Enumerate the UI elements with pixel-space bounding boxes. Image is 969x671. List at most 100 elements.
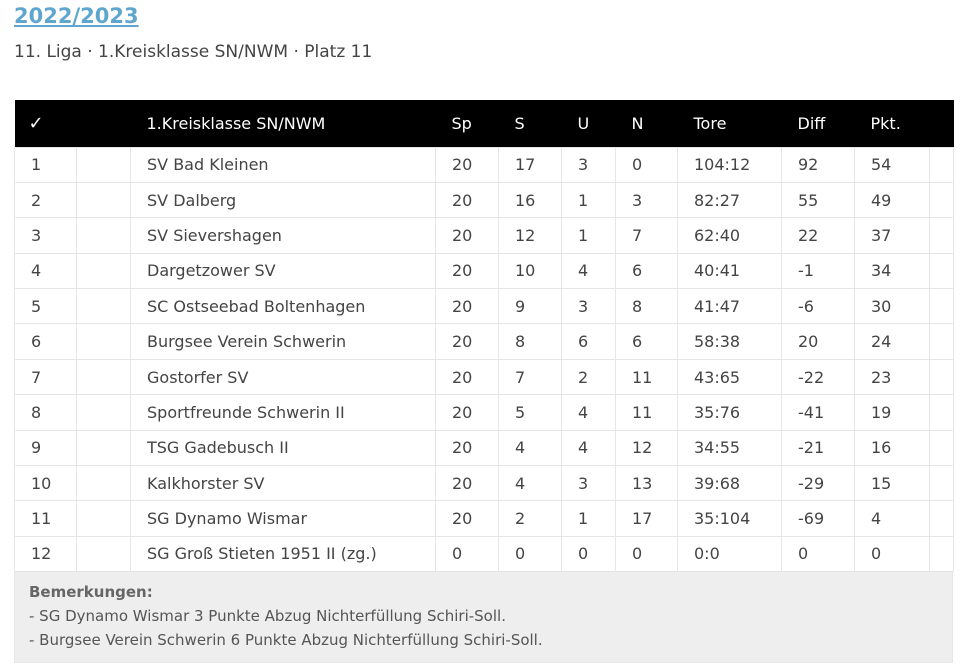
points-cell: 24 <box>854 323 930 360</box>
logo-cell <box>76 429 131 467</box>
goals-cell: 39:68 <box>677 465 782 502</box>
goals-cell: 58:38 <box>677 323 782 360</box>
diff-cell: -1 <box>781 252 855 290</box>
losses-cell: 0 <box>615 146 678 183</box>
diff-cell: 20 <box>781 323 855 360</box>
points-cell: 4 <box>854 500 930 537</box>
logo-cell <box>76 181 131 219</box>
position-cell: 11 <box>14 500 77 537</box>
league-subtitle: 11. Liga · 1.Kreisklasse SN/NWM · Platz … <box>14 42 373 62</box>
points-cell: 16 <box>854 429 930 467</box>
games-cell: 20 <box>435 217 499 254</box>
points-cell: 23 <box>854 358 930 396</box>
header-sp: Sp <box>451 113 472 133</box>
draws-cell: 4 <box>561 429 616 467</box>
team-name-cell: Kalkhorster SV <box>130 465 436 502</box>
logo-cell <box>76 394 131 431</box>
games-cell: 20 <box>435 394 499 431</box>
position-cell: 10 <box>14 465 77 502</box>
table-header-row: ✓ 1.Kreisklasse SN/NWM Sp S U N Tore Dif… <box>14 100 954 147</box>
points-cell: 34 <box>854 252 930 290</box>
position-cell: 2 <box>14 181 77 219</box>
draws-cell: 2 <box>561 358 616 396</box>
diff-cell: 55 <box>781 181 855 219</box>
check-icon: ✓ <box>28 112 44 134</box>
position-cell: 3 <box>14 217 77 254</box>
losses-cell: 6 <box>615 252 678 290</box>
position-cell: 9 <box>14 429 77 467</box>
table-row: 6 Burgsee Verein Schwerin 20 8 6 6 58:38 20 24 <box>14 323 954 360</box>
remark-line: - SG Dynamo Wismar 3 Punkte Abzug Nichte… <box>29 607 506 626</box>
diff-cell: -29 <box>781 465 855 502</box>
remark-line: - Burgsee Verein Schwerin 6 Punkte Abzug… <box>29 631 543 650</box>
points-cell: 37 <box>854 217 930 254</box>
team-name-cell: Dargetzower SV <box>130 252 436 290</box>
extra-cell <box>929 358 954 396</box>
league-table: ✓ 1.Kreisklasse SN/NWM Sp S U N Tore Dif… <box>14 100 954 573</box>
wins-cell: 10 <box>498 252 562 290</box>
games-cell: 20 <box>435 429 499 467</box>
wins-cell: 17 <box>498 146 562 183</box>
header-extra <box>930 100 954 147</box>
games-cell: 20 <box>435 323 499 360</box>
team-name-cell: Gostorfer SV <box>130 358 436 396</box>
table-row: 12 SG Groß Stieten 1951 II (zg.) 0 0 0 0 0:0 0 0 <box>14 535 954 573</box>
logo-cell <box>76 146 131 183</box>
diff-cell: 0 <box>781 535 855 573</box>
team-name-cell: Sportfreunde Schwerin II <box>130 394 436 431</box>
draws-cell: 6 <box>561 323 616 360</box>
team-name-cell: SV Sievershagen <box>130 217 436 254</box>
extra-cell <box>929 535 954 573</box>
header-u: U <box>577 113 590 133</box>
diff-cell: -22 <box>781 358 855 396</box>
table-row: 1 SV Bad Kleinen 20 17 3 0 104:12 92 54 <box>14 146 954 183</box>
wins-cell: 12 <box>498 217 562 254</box>
league-table-container: ✓ 1.Kreisklasse SN/NWM Sp S U N Tore Dif… <box>14 100 954 664</box>
draws-cell: 1 <box>561 181 616 219</box>
draws-cell: 4 <box>561 252 616 290</box>
team-name-cell: TSG Gadebusch II <box>130 429 436 467</box>
goals-cell: 43:65 <box>677 358 782 396</box>
goals-cell: 0:0 <box>677 535 782 573</box>
losses-cell: 13 <box>615 465 678 502</box>
losses-cell: 12 <box>615 429 678 467</box>
table-row: 8 Sportfreunde Schwerin II 20 5 4 11 35:76 -41 1… <box>14 394 954 431</box>
table-row: 7 Gostorfer SV 20 7 2 11 43:65 -22 23 <box>14 358 954 396</box>
wins-cell: 2 <box>498 500 562 537</box>
diff-cell: 92 <box>781 146 855 183</box>
position-cell: 12 <box>14 535 77 573</box>
extra-cell <box>929 217 954 254</box>
position-cell: 7 <box>14 358 77 396</box>
games-cell: 20 <box>435 252 499 290</box>
logo-cell <box>76 535 131 573</box>
wins-cell: 9 <box>498 288 562 325</box>
extra-cell <box>929 252 954 290</box>
wins-cell: 5 <box>498 394 562 431</box>
wins-cell: 8 <box>498 323 562 360</box>
logo-cell <box>76 465 131 502</box>
draws-cell: 1 <box>561 500 616 537</box>
games-cell: 20 <box>435 146 499 183</box>
games-cell: 20 <box>435 288 499 325</box>
logo-cell <box>76 252 131 290</box>
goals-cell: 40:41 <box>677 252 782 290</box>
position-cell: 5 <box>14 288 77 325</box>
header-blank <box>77 100 131 147</box>
position-cell: 1 <box>14 146 77 183</box>
wins-cell: 16 <box>498 181 562 219</box>
header-league: 1.Kreisklasse SN/NWM <box>146 113 326 133</box>
games-cell: 20 <box>435 500 499 537</box>
logo-cell <box>76 217 131 254</box>
table-row: 4 Dargetzower SV 20 10 4 6 40:41 -1 34 <box>14 252 954 290</box>
draws-cell: 3 <box>561 288 616 325</box>
table-body: 1 SV Bad Kleinen 20 17 3 0 104:12 92 54 2 SV Dalbe… <box>14 146 954 573</box>
draws-cell: 0 <box>561 535 616 573</box>
goals-cell: 82:27 <box>677 181 782 219</box>
losses-cell: 17 <box>615 500 678 537</box>
goals-cell: 35:104 <box>677 500 782 537</box>
draws-cell: 4 <box>561 394 616 431</box>
season-link[interactable]: 2022/2023 <box>14 4 139 28</box>
losses-cell: 11 <box>615 358 678 396</box>
team-name-cell: SG Groß Stieten 1951 II (zg.) <box>130 535 436 573</box>
extra-cell <box>929 500 954 537</box>
